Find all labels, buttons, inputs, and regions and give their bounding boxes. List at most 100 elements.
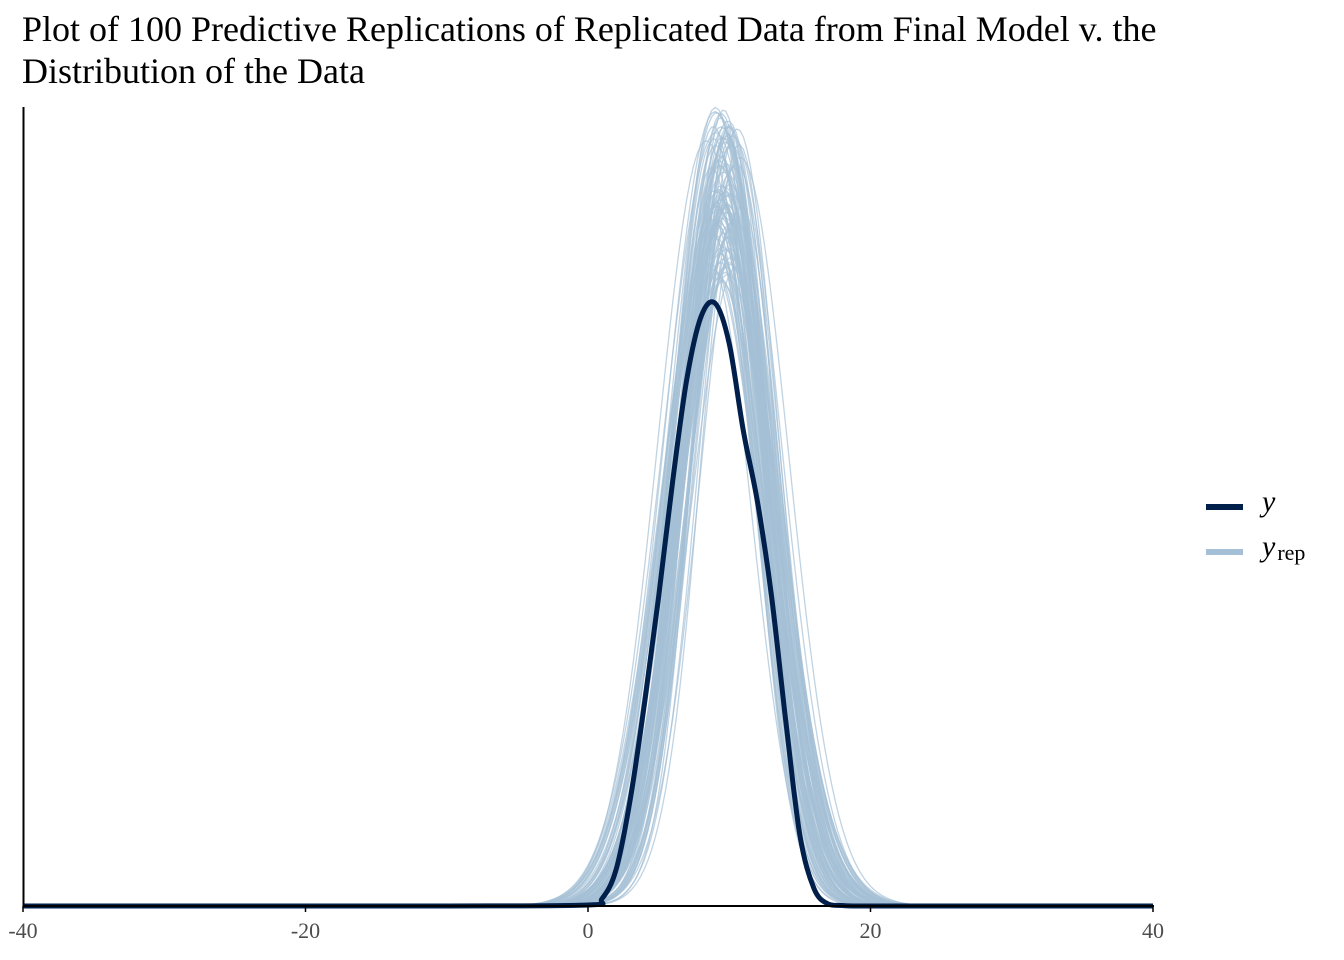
yrep-density-line [23,106,1153,907]
yrep-density-line [23,171,1153,907]
yrep-density-line [23,233,1153,907]
yrep-density-line [23,269,1153,907]
yrep-density-line [23,156,1153,907]
yrep-density-line [23,226,1153,907]
yrep-density-line [23,192,1153,907]
yrep-density-line [23,231,1153,907]
x-tick-label: -20 [291,918,320,943]
yrep-density-line [23,257,1153,907]
yrep-density-line [23,126,1153,907]
x-axis-ticks: -40 -20 0 20 40 [8,906,1164,943]
yrep-density-line [23,110,1153,907]
yrep-density-line [23,135,1153,907]
legend-label-yrep: yrep [1259,530,1305,565]
yrep-density-line [23,163,1153,907]
yrep-density-line [23,277,1153,907]
yrep-density-line [23,248,1153,907]
x-tick-label: -40 [8,918,37,943]
yrep-density-line [23,222,1153,907]
yrep-density-line [23,123,1153,907]
yrep-lines-group [23,106,1153,907]
yrep-density-line [23,261,1153,907]
yrep-density-line [23,258,1153,907]
chart-title: Plot of 100 Predictive Replications of R… [22,9,1157,91]
yrep-density-line [23,198,1153,907]
yrep-density-line [23,137,1153,907]
yrep-density-line [23,223,1153,907]
yrep-density-line [23,221,1153,907]
yrep-density-line [23,204,1153,907]
yrep-density-line [23,219,1153,907]
yrep-density-line [23,248,1153,907]
yrep-density-line [23,164,1153,907]
yrep-density-line [23,205,1153,907]
yrep-density-line [23,166,1153,907]
yrep-density-line [23,262,1153,907]
yrep-density-line [23,233,1153,907]
yrep-density-line [23,133,1153,907]
yrep-density-line [23,206,1153,907]
yrep-density-line [23,266,1153,907]
yrep-density-line [23,271,1153,907]
yrep-density-line [23,132,1153,907]
yrep-density-line [23,140,1153,907]
yrep-density-line [23,263,1153,907]
yrep-density-line [23,280,1153,907]
yrep-density-line [23,246,1153,907]
y-density-line [23,299,1153,909]
yrep-density-line [23,131,1153,907]
yrep-density-line [23,217,1153,907]
yrep-density-line [23,143,1153,907]
yrep-density-line [23,199,1153,907]
yrep-density-line [23,128,1153,907]
yrep-density-line [23,194,1153,907]
yrep-density-line [23,219,1153,907]
yrep-density-line [23,154,1153,907]
yrep-density-line [23,203,1153,907]
yrep-density-line [23,209,1153,907]
yrep-density-line [23,191,1153,907]
yrep-density-line [23,273,1153,907]
yrep-density-line [23,266,1153,907]
yrep-density-line [23,117,1153,907]
yrep-density-line [23,163,1153,907]
yrep-density-line [23,273,1153,907]
x-tick-label: 0 [583,918,594,943]
yrep-density-line [23,191,1153,907]
yrep-density-line [23,138,1153,907]
yrep-density-line [23,188,1153,907]
y-line-group [23,299,1153,909]
yrep-density-line [23,143,1153,907]
yrep-density-line [23,217,1153,907]
legend-label-yrep-subscript: rep [1277,540,1305,565]
yrep-density-line [23,193,1153,907]
yrep-density-line [23,252,1153,907]
yrep-density-line [23,224,1153,907]
yrep-density-line [23,125,1153,907]
yrep-density-line [23,112,1153,907]
yrep-density-line [23,206,1153,907]
legend-label-y: y [1259,485,1276,518]
yrep-density-line [23,159,1153,907]
yrep-density-line [23,228,1153,907]
yrep-density-line [23,164,1153,907]
x-tick-label: 40 [1142,918,1164,943]
yrep-density-line [23,189,1153,907]
yrep-density-line [23,210,1153,907]
yrep-density-line [23,218,1153,907]
yrep-density-line [23,190,1153,907]
legend-label-yrep-main: y [1259,530,1276,563]
yrep-density-line [23,126,1153,907]
x-tick-label: 20 [860,918,882,943]
yrep-density-line [23,174,1153,907]
yrep-density-line [23,204,1153,907]
yrep-density-line [23,211,1153,907]
yrep-density-line [23,109,1153,907]
yrep-density-line [23,144,1153,907]
yrep-density-line [23,202,1153,907]
yrep-density-line [23,120,1153,907]
yrep-density-line [23,136,1153,907]
legend-label-y-main: y [1259,485,1276,518]
yrep-density-line [23,208,1153,907]
